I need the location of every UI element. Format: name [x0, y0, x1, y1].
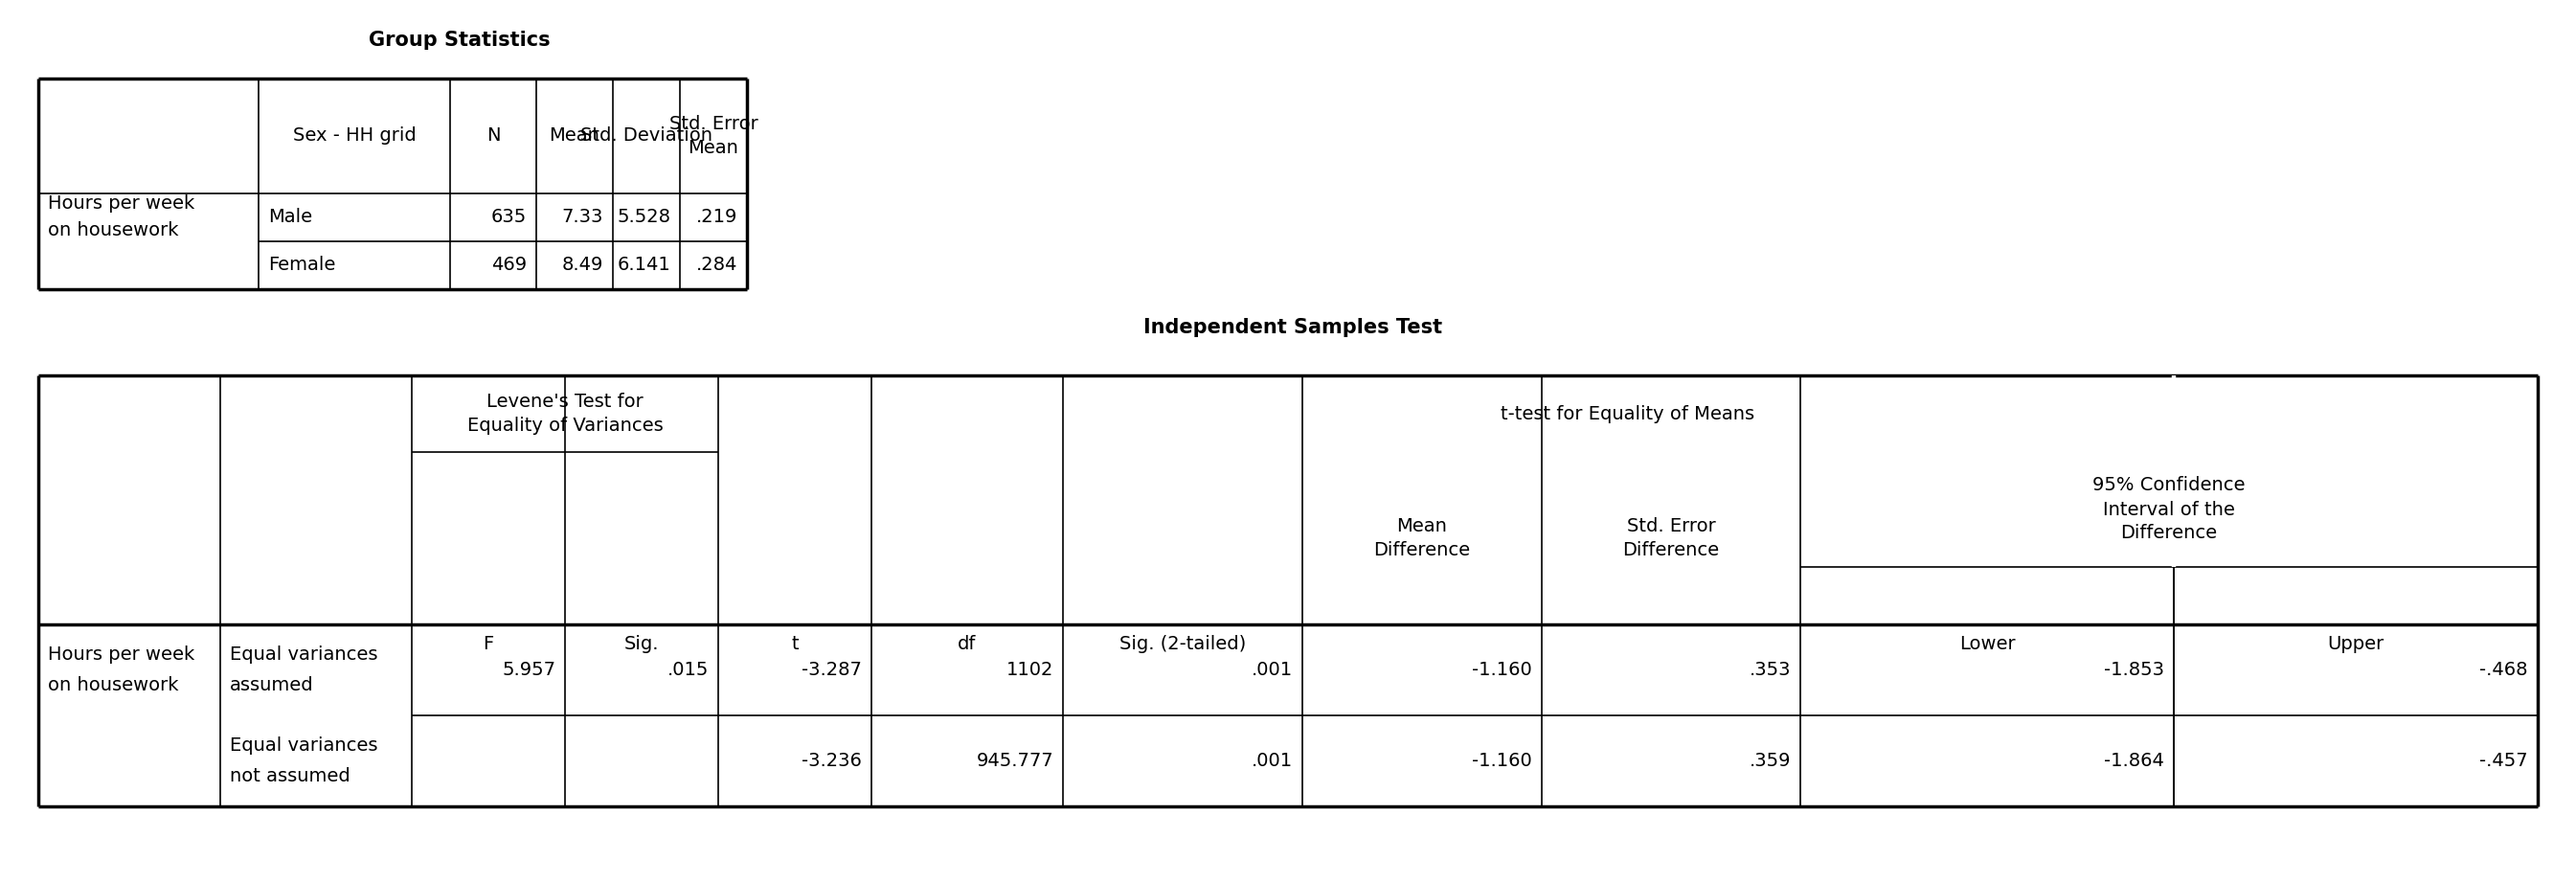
Text: 469: 469 — [492, 256, 526, 275]
Text: Std. Error
Mean: Std. Error Mean — [670, 115, 757, 157]
Text: Male: Male — [268, 208, 312, 227]
Text: -3.287: -3.287 — [801, 660, 863, 679]
Text: 8.49: 8.49 — [562, 256, 603, 275]
Text: df: df — [958, 635, 976, 653]
Text: on housework: on housework — [49, 676, 178, 694]
Text: N: N — [487, 127, 500, 145]
Text: t-test for Equality of Means: t-test for Equality of Means — [1502, 404, 1754, 423]
Text: Mean: Mean — [549, 127, 600, 145]
Text: Equal variances: Equal variances — [229, 736, 379, 755]
Text: on housework: on housework — [49, 222, 178, 240]
Text: Levene's Test for
Equality of Variances: Levene's Test for Equality of Variances — [466, 393, 662, 434]
Text: F: F — [484, 635, 495, 653]
Text: 95% Confidence
Interval of the
Difference: 95% Confidence Interval of the Differenc… — [2092, 477, 2246, 542]
Text: .219: .219 — [696, 208, 737, 227]
Text: -1.864: -1.864 — [2105, 751, 2164, 770]
Text: 7.33: 7.33 — [562, 208, 603, 227]
Text: not assumed: not assumed — [229, 767, 350, 785]
Text: 5.528: 5.528 — [616, 208, 670, 227]
Text: 1102: 1102 — [1007, 660, 1054, 679]
Text: Upper: Upper — [2326, 635, 2385, 653]
Text: Group Statistics: Group Statistics — [368, 31, 551, 49]
Text: .353: .353 — [1749, 660, 1790, 679]
Text: Hours per week: Hours per week — [49, 195, 196, 213]
Text: Sig.: Sig. — [623, 635, 659, 653]
Text: assumed: assumed — [229, 676, 314, 694]
Text: 5.957: 5.957 — [502, 660, 556, 679]
Text: .001: .001 — [1252, 751, 1293, 770]
Text: Female: Female — [268, 256, 335, 275]
Text: -1.853: -1.853 — [2105, 660, 2164, 679]
Text: Lower: Lower — [1958, 635, 2014, 653]
Text: 6.141: 6.141 — [616, 256, 670, 275]
Text: -3.236: -3.236 — [801, 751, 863, 770]
Text: .001: .001 — [1252, 660, 1293, 679]
Text: .284: .284 — [696, 256, 737, 275]
Text: Equal variances: Equal variances — [229, 645, 379, 664]
Text: Std. Deviation: Std. Deviation — [580, 127, 714, 145]
Text: t: t — [791, 635, 799, 653]
Text: .359: .359 — [1749, 751, 1790, 770]
Text: 945.777: 945.777 — [976, 751, 1054, 770]
Text: .015: .015 — [667, 660, 708, 679]
Text: 635: 635 — [492, 208, 526, 227]
Text: Independent Samples Test: Independent Samples Test — [1144, 318, 1443, 337]
Text: Sig. (2-tailed): Sig. (2-tailed) — [1121, 635, 1247, 653]
Text: -.468: -.468 — [2481, 660, 2527, 679]
Text: -1.160: -1.160 — [1471, 751, 1533, 770]
Text: Mean
Difference: Mean Difference — [1373, 517, 1471, 559]
Text: -1.160: -1.160 — [1471, 660, 1533, 679]
Text: Hours per week: Hours per week — [49, 645, 196, 664]
Text: -.457: -.457 — [2481, 751, 2527, 770]
Text: Sex - HH grid: Sex - HH grid — [294, 127, 415, 145]
Text: Std. Error
Difference: Std. Error Difference — [1623, 517, 1718, 559]
